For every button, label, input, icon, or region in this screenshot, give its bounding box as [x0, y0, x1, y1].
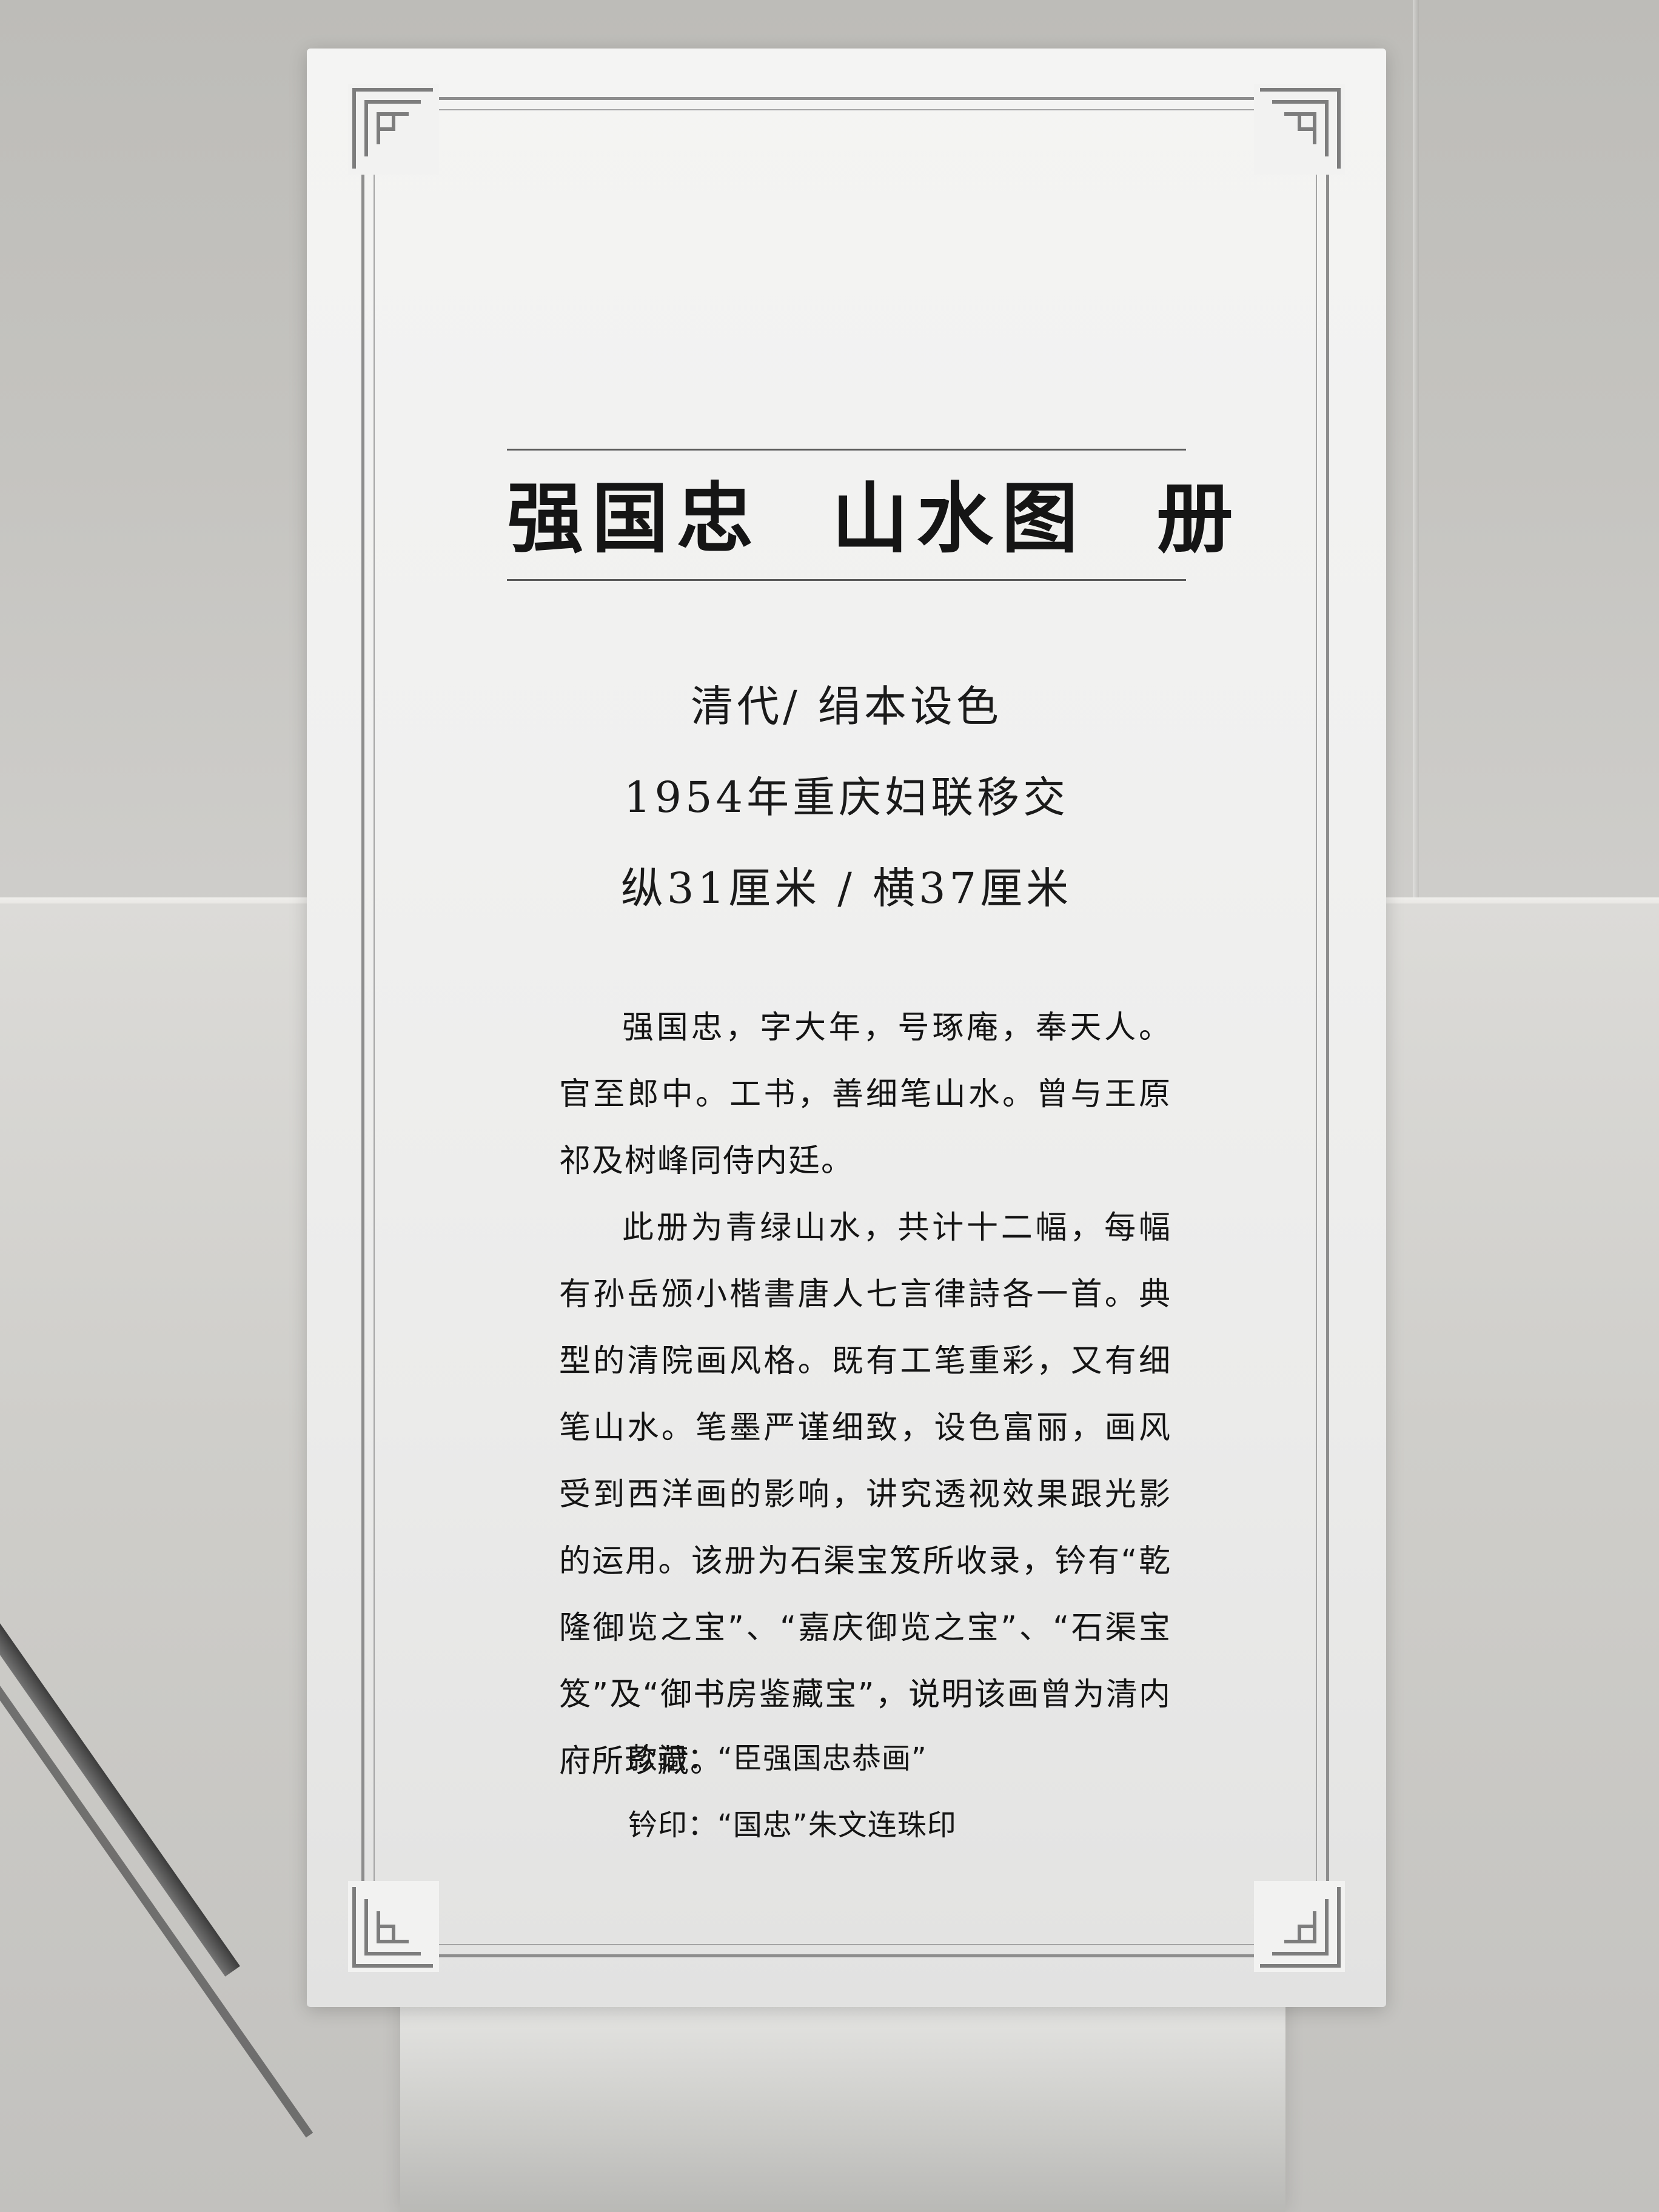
title-rule-top [507, 449, 1186, 451]
artwork-title: 强国忠 山水图 册 [507, 474, 1242, 563]
corner-ornament-top-right [1254, 84, 1345, 175]
period-medium: 清代/ 绢本设色 [691, 682, 1002, 731]
provenance: 1954年重庆妇联移交 [623, 773, 1070, 822]
seal: 钤印：“国忠”朱文连珠印 [628, 1808, 957, 1842]
description-paragraph-2: 此册为青绿山水，共计十二幅，每幅有孙岳颁小楷書唐人七言律詩各一首。典型的清院画风… [559, 1210, 1171, 1780]
exhibit-label-card: 强国忠 山水图 册 清代/ 绢本设色 1954年重庆妇联移交 纵31厘米 / 横… [307, 49, 1386, 2007]
description: 强国忠，字大年，号琢庵，奉天人。官至郎中。工书，善细笔山水。曾与王原祁及树峰同侍… [559, 994, 1171, 1795]
wall-panel-seam [1413, 0, 1419, 928]
corner-ornament-bottom-right [1254, 1881, 1345, 1972]
title-rule-bottom [507, 579, 1186, 581]
corner-ornament-bottom-left [348, 1881, 439, 1972]
dimensions: 纵31厘米 / 横37厘米 [620, 863, 1073, 913]
acrylic-stand-base [400, 1983, 1285, 2212]
label-frame-outer [361, 97, 1329, 1957]
description-paragraph-1: 强国忠，字大年，号琢庵，奉天人。官至郎中。工书，善细笔山水。曾与王原祁及树峰同侍… [559, 1010, 1171, 1179]
corner-ornament-top-left [348, 84, 439, 175]
label-frame-inner [374, 109, 1317, 1945]
inscription: 款识：“臣强国忠恭画” [628, 1741, 927, 1775]
